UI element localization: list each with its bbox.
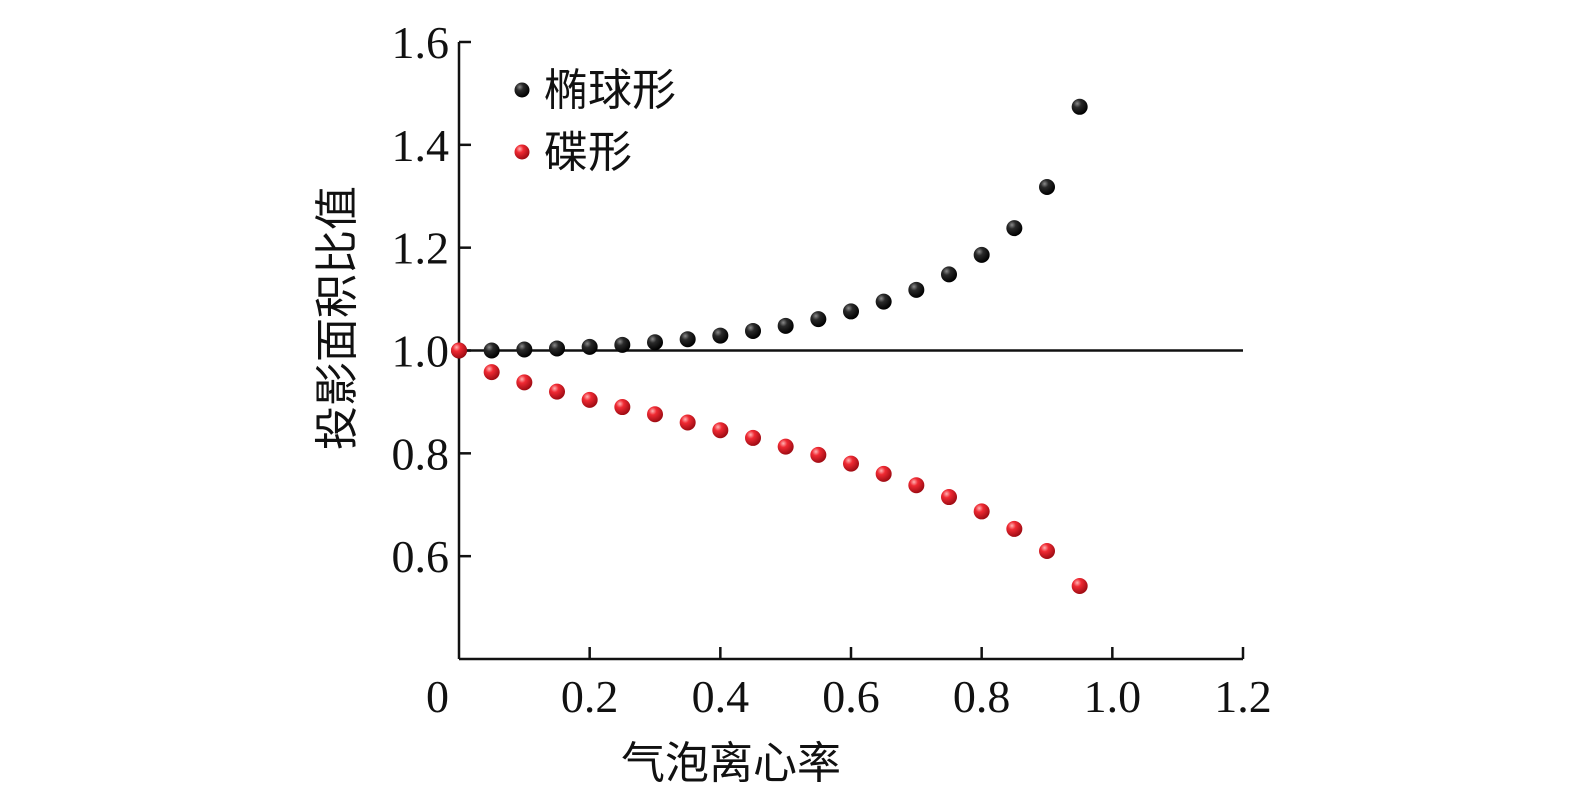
x-tick-label: 0.2	[561, 671, 619, 722]
data-point	[745, 322, 761, 339]
x-axis-title: 气泡离心率	[621, 738, 841, 789]
axes: 0.6 0.8 1.0 1.2 1.4 1.6 0 0.2 0.4 0.6 0.8 1.0 1.2	[392, 17, 1272, 722]
data-points	[451, 98, 1088, 594]
x-tick-label: 0.8	[953, 671, 1011, 722]
data-point	[941, 489, 957, 506]
series-disc	[451, 342, 1088, 594]
data-point	[1071, 98, 1088, 115]
y-tick-label: 1.2	[392, 223, 450, 274]
data-point	[875, 465, 892, 482]
data-point	[908, 281, 925, 298]
data-point	[1006, 220, 1023, 237]
data-point	[1039, 543, 1055, 560]
data-point	[614, 336, 631, 353]
data-point	[614, 399, 631, 416]
data-point	[973, 503, 990, 520]
data-point	[1039, 178, 1055, 195]
data-point	[777, 438, 794, 455]
data-point	[1071, 577, 1088, 594]
legend-label: 椭球形	[544, 65, 676, 116]
data-point	[745, 429, 761, 446]
data-point	[451, 342, 467, 359]
data-point	[581, 338, 598, 355]
data-point	[941, 266, 957, 283]
data-point	[712, 327, 729, 344]
data-point	[647, 334, 663, 351]
data-point	[679, 414, 696, 431]
data-point	[516, 341, 533, 358]
x-tick-label: 0.6	[822, 671, 880, 722]
y-axis-title: 投影面积比值	[312, 186, 363, 450]
x-tick-label: 0.4	[692, 671, 750, 722]
data-point	[647, 406, 663, 423]
x-tick-label: 1.0	[1084, 671, 1142, 722]
y-tick-label: 1.6	[392, 17, 450, 68]
data-point	[516, 374, 533, 391]
data-point	[810, 446, 827, 463]
series-ellipsoid	[451, 98, 1088, 359]
y-tick-label: 1.0	[392, 326, 450, 377]
x-tick-label: 1.2	[1214, 671, 1272, 722]
data-point	[483, 364, 500, 381]
y-tick-label: 0.8	[392, 428, 450, 479]
data-point	[875, 293, 892, 310]
legend-marker	[514, 82, 530, 98]
data-point	[777, 317, 794, 334]
data-point	[549, 340, 565, 357]
y-tick-label: 1.4	[392, 120, 450, 171]
data-point	[1006, 520, 1023, 537]
data-point	[843, 455, 859, 472]
data-point	[908, 477, 925, 494]
data-point	[549, 383, 565, 400]
data-point	[679, 331, 696, 348]
data-point	[810, 311, 827, 328]
data-point	[483, 342, 500, 359]
legend-marker	[514, 144, 530, 160]
data-point	[712, 422, 729, 439]
data-point	[843, 303, 859, 320]
y-tick-label: 0.6	[392, 531, 450, 582]
data-point	[973, 246, 990, 263]
data-point	[581, 391, 598, 408]
x-tick-label: 0	[426, 671, 449, 722]
legend-label: 碟形	[544, 127, 632, 178]
